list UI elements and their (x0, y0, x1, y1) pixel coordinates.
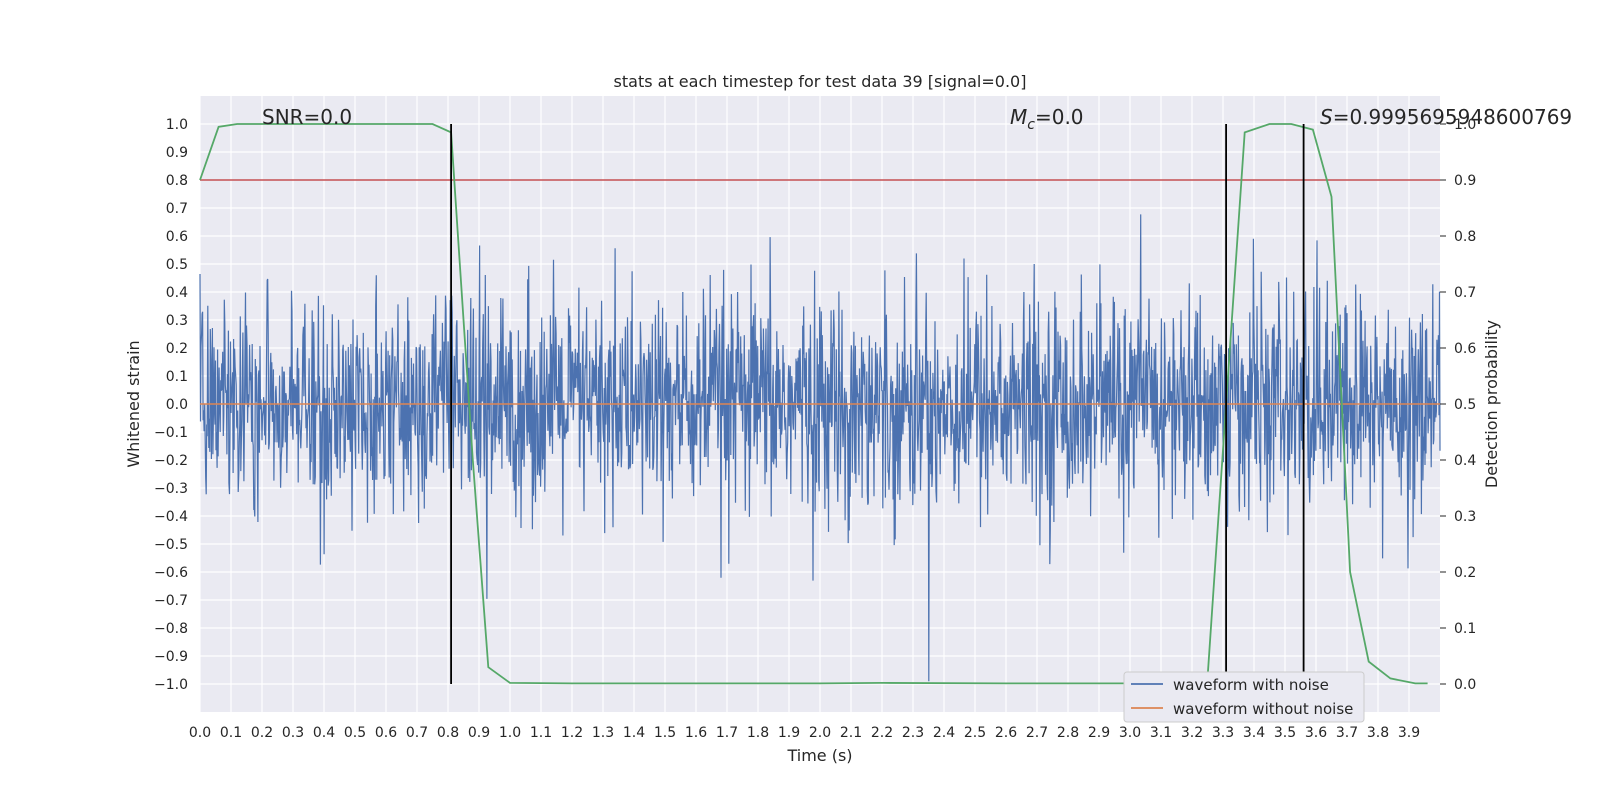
x-tick-label: 0.8 (437, 725, 459, 741)
series-waveform-with-noise (199, 214, 1441, 682)
y-tick-label: −0.4 (154, 509, 188, 525)
x-tick-label: 0.4 (313, 725, 335, 741)
x-tick-label: 2.5 (964, 725, 986, 741)
x-tick-label: 1.7 (716, 725, 738, 741)
y-tick-label: 0.7 (166, 201, 188, 217)
x-tick-label: 2.0 (809, 725, 831, 741)
y2-tick-label: 0.4 (1454, 453, 1476, 469)
x-tick-label: 0.6 (375, 725, 397, 741)
x-tick-label: 3.0 (1119, 725, 1141, 741)
y2-tick-label: 0.2 (1454, 565, 1476, 581)
x-tick-label: 2.2 (871, 725, 893, 741)
x-tick-label: 0.9 (468, 725, 490, 741)
mc-annotation: Mc=0.0 (1010, 105, 1084, 133)
y-tick-label: 0.5 (166, 257, 188, 273)
x-tick-label: 3.6 (1305, 725, 1327, 741)
y-tick-label: −0.6 (154, 565, 188, 581)
x-tick-label: 1.0 (499, 725, 521, 741)
x-tick-label: 2.1 (840, 725, 862, 741)
y-tick-label: −0.1 (154, 425, 188, 441)
y-tick-label: 0.6 (166, 229, 188, 245)
x-tick-label: 3.8 (1367, 725, 1389, 741)
x-tick-label: 0.2 (251, 725, 273, 741)
legend-box (1123, 671, 1365, 723)
y-tick-label: 0.1 (166, 369, 188, 385)
x-tick-label: 0.7 (406, 725, 428, 741)
x-tick-label: 1.2 (561, 725, 583, 741)
y2-tick-label: 1.0 (1454, 117, 1476, 133)
x-tick-label: 3.9 (1398, 725, 1420, 741)
y-tick-label: 0.0 (166, 397, 188, 413)
x-tick-label: 1.8 (747, 725, 769, 741)
x-tick-label: 1.6 (685, 725, 707, 741)
legend-label-noise: waveform with noise (1173, 676, 1329, 694)
y2-tick-label: 0.1 (1454, 621, 1476, 637)
y-tick-label: 0.4 (166, 285, 188, 301)
snr-annotation: SNR=0.0 (262, 105, 352, 129)
x-tick-label: 2.8 (1057, 725, 1079, 741)
vertical-markers (450, 124, 1305, 684)
y-tick-label: −0.2 (154, 453, 188, 469)
y-tick-label: 1.0 (166, 117, 188, 133)
legend-label-clean: waveform without noise (1173, 700, 1353, 718)
y2-tick-label: 0.3 (1454, 509, 1476, 525)
y2-tick-label: 0.6 (1454, 341, 1476, 357)
y-tick-label: −0.8 (154, 621, 188, 637)
x-tick-label: 0.5 (344, 725, 366, 741)
x-tick-label: 2.6 (995, 725, 1017, 741)
legend: waveform with noise waveform without noi… (1123, 671, 1365, 723)
x-tick-label: 0.3 (282, 725, 304, 741)
y-axis-label: Whitened strain (124, 340, 143, 467)
x-tick-label: 1.4 (623, 725, 645, 741)
x-tick-label: 1.1 (530, 725, 552, 741)
y2-tick-label: 0.0 (1454, 677, 1476, 693)
x-tick-label: 3.2 (1181, 725, 1203, 741)
noise-trace (199, 214, 1441, 682)
y2-tick-label: 0.8 (1454, 229, 1476, 245)
y2-tick-labels: 1.0 0.9 0.8 0.7 0.6 0.5 0.4 0.3 0.2 0.1 0.0 (1440, 117, 1476, 693)
x-tick-label: 2.3 (902, 725, 924, 741)
y2-tick-label: 0.7 (1454, 285, 1476, 301)
y2-tick-label: 0.5 (1454, 397, 1476, 413)
x-axis-label: Time (s) (786, 746, 852, 765)
x-tick-label: 1.9 (778, 725, 800, 741)
x-tick-label: 2.9 (1088, 725, 1110, 741)
x-tick-label: 3.1 (1150, 725, 1172, 741)
chart-title: stats at each timestep for test data 39 … (614, 72, 1027, 91)
y-tick-label: 0.9 (166, 145, 188, 161)
x-tick-label: 3.5 (1274, 725, 1296, 741)
x-tick-label: 1.3 (592, 725, 614, 741)
x-tick-label: 0.0 (189, 725, 211, 741)
s-annotation: S=0.9995695948600769 (1320, 105, 1572, 129)
y-tick-label: 0.2 (166, 341, 188, 357)
y-tick-label: −0.3 (154, 481, 188, 497)
x-tick-label: 3.4 (1243, 725, 1265, 741)
x-tick-label: 2.7 (1026, 725, 1048, 741)
y-tick-label: −1.0 (154, 677, 188, 693)
x-tick-label: 2.4 (933, 725, 955, 741)
y-tick-labels: 1.0 0.9 0.8 0.7 0.6 0.5 0.4 0.3 0.2 0.1 0.0 −0.1 −0.… (154, 117, 188, 693)
y-tick-label: 0.8 (166, 173, 188, 189)
y-tick-label: −0.7 (154, 593, 188, 609)
x-tick-labels: 0.0 0.1 0.2 0.3 0.4 0.5 0.6 0.7 0.8 0.9 1.0 1.1 1.2 1… (189, 725, 1420, 741)
y-tick-label: −0.5 (154, 537, 188, 553)
y2-tick-label: 0.9 (1454, 173, 1476, 189)
x-tick-label: 3.7 (1336, 725, 1358, 741)
x-tick-label: 0.1 (220, 725, 242, 741)
x-tick-label: 1.5 (654, 725, 676, 741)
x-tick-label: 3.3 (1212, 725, 1234, 741)
y-tick-label: −0.9 (154, 649, 188, 665)
y-tick-label: 0.3 (166, 313, 188, 329)
y2-axis-label: Detection probability (1482, 320, 1501, 488)
series-detection-probability (199, 123, 1428, 685)
